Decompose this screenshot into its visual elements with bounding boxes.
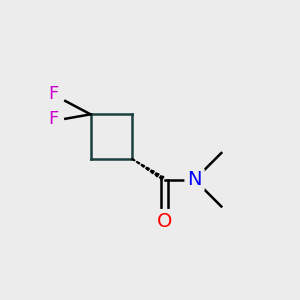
Text: F: F [48,85,59,103]
Polygon shape [141,164,145,167]
Polygon shape [160,176,164,180]
Polygon shape [132,159,135,161]
Text: F: F [48,110,59,128]
Text: O: O [157,212,172,231]
Polygon shape [151,170,154,174]
Polygon shape [155,173,159,177]
Text: N: N [187,170,202,189]
Polygon shape [146,167,149,170]
Polygon shape [137,162,140,164]
